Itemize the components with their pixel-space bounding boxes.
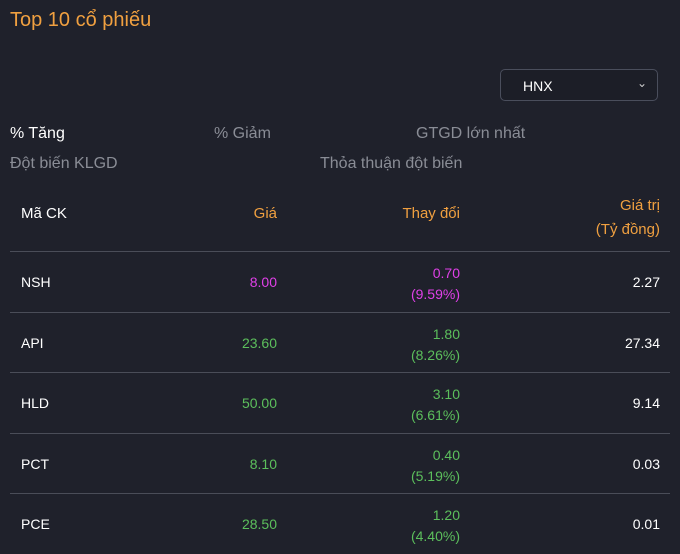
row-change-percent: (9.59%) — [410, 286, 460, 302]
exchange-select-value: HNX — [523, 78, 553, 94]
row-price: 8.10 — [249, 455, 277, 472]
table-row[interactable]: NSH 8.00 0.70 (9.59%) 2.27 — [10, 251, 670, 312]
row-value: 9.14 — [632, 395, 660, 411]
column-header-value-line2: (Tỷ đồng) — [595, 221, 660, 238]
row-value: 27.34 — [624, 334, 660, 351]
page-title: Top 10 cổ phiếu — [10, 9, 152, 31]
row-value: 0.03 — [632, 455, 660, 472]
table-row[interactable]: API 23.60 1.80 (8.26%) 27.34 — [10, 311, 670, 373]
row-symbol: NSH — [21, 274, 51, 290]
exchange-select[interactable]: HNX ⌄ — [500, 69, 658, 101]
row-change-percent: (8.26%) — [410, 346, 460, 363]
tab-deal-spike[interactable]: Thỏa thuận đột biến — [320, 155, 463, 172]
row-symbol: API — [21, 334, 44, 351]
row-change: 1.80 (8.26%) — [411, 324, 460, 366]
column-header-change: Thay đổi — [402, 205, 460, 222]
tab-percent-increase[interactable]: % Tăng — [10, 125, 65, 142]
column-header-value: Giá trị (Tỷ đồng) — [596, 194, 660, 242]
column-header-symbol: Mã CK — [21, 205, 67, 222]
column-header-value-line1: Giá trị — [619, 197, 660, 214]
row-change-amount: 0.70 — [432, 265, 460, 281]
row-change: 3.10 (6.61%) — [411, 384, 460, 426]
table-row[interactable]: HLD 50.00 3.10 (6.61%) 9.14 — [10, 372, 670, 433]
row-change-percent: (6.61%) — [410, 407, 460, 423]
row-symbol: PCE — [21, 516, 50, 532]
row-change-amount: 1.80 — [432, 325, 460, 342]
row-symbol: HLD — [21, 395, 50, 411]
column-header-price: Giá — [253, 205, 277, 222]
row-change-percent: (4.40%) — [410, 528, 460, 544]
row-change: 0.70 (9.59%) — [411, 263, 460, 305]
row-price: 28.50 — [241, 516, 277, 532]
row-price: 8.00 — [249, 274, 277, 290]
row-change-amount: 1.20 — [432, 507, 460, 523]
row-change-amount: 0.40 — [432, 446, 460, 463]
row-value: 2.27 — [632, 274, 660, 290]
tab-percent-decrease[interactable]: % Giảm — [214, 125, 271, 142]
table-row[interactable]: PCE 28.50 1.20 (4.40%) 0.01 — [10, 493, 670, 554]
table-row[interactable]: PCT 8.10 0.40 (5.19%) 0.03 — [10, 432, 670, 494]
chevron-down-icon: ⌄ — [636, 76, 647, 90]
row-change-amount: 3.10 — [432, 386, 460, 402]
row-change: 1.20 (4.40%) — [411, 505, 460, 547]
row-change: 0.40 (5.19%) — [411, 445, 460, 487]
tab-top-value[interactable]: GTGD lớn nhất — [416, 125, 526, 142]
row-price: 50.00 — [241, 395, 277, 411]
tab-volume-spike[interactable]: Đột biến KLGD — [10, 155, 118, 172]
row-change-percent: (5.19%) — [410, 467, 460, 484]
row-price: 23.60 — [241, 334, 277, 351]
row-value: 0.01 — [632, 516, 660, 532]
row-symbol: PCT — [21, 455, 49, 472]
